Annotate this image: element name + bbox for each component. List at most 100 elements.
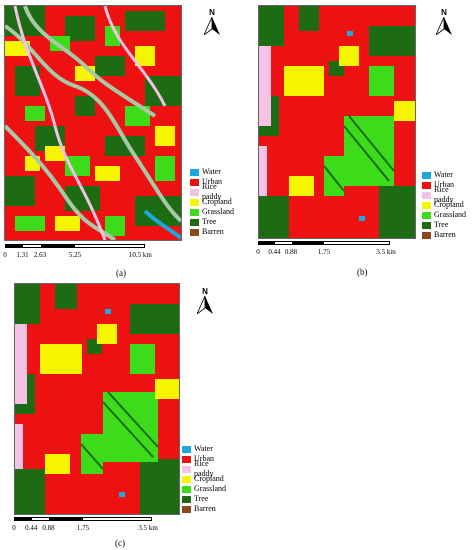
scale-bar-segment [49,518,83,520]
legend-label: Urban [194,454,214,463]
scale-bar-segment [324,242,389,244]
legend-a: Water Urban Rice paddy Cropland Grassland Tre… [190,167,234,237]
legend-swatch [422,221,431,229]
legend-item: Rice paddy [182,459,226,478]
legend-swatch [182,445,191,453]
scale-bar-frame [258,241,390,245]
scale-bar-a: 0 1.31 2.63 5.25 10.5 km [3,244,152,266]
scale-tick-label: 3.5 km [138,524,158,532]
legend-swatch [182,465,191,473]
scale-tick-label: 0.44 [268,248,281,256]
legend-item: Water [182,444,226,454]
land-cover-map-c-graphic [15,284,179,514]
legend-swatch [190,218,199,226]
legend-item: Grassland [182,484,226,494]
legend-item: Cropland [190,197,234,207]
scale-bar-segment [40,245,75,247]
legend-swatch [190,168,199,176]
legend-swatch [422,181,431,189]
legend-item: Tree [422,220,466,230]
scale-tick-label: 0 [12,524,16,532]
legend-item: Urban [182,454,226,464]
north-arrow-c: N [194,287,216,315]
legend-item: Urban [422,180,466,190]
scale-tick-label: 1.31 [16,251,29,259]
scale-bar-segment [6,245,24,247]
legend-label: Tree [434,220,449,229]
legend-item: Barren [182,504,226,514]
scale-bar-b: 0 0.44 0.88 1.75 3.5 km [256,241,396,263]
legend-label: Tree [202,217,217,226]
legend-swatch [422,231,431,239]
scale-tick-label: 0 [256,248,260,256]
scale-tick-label: 0 [3,251,7,259]
scale-bar-segment [291,242,324,244]
legend-item: Water [422,170,466,180]
scale-tick-label: 0.44 [25,524,38,532]
scale-tick-label: 1.75 [317,248,331,256]
north-arrow-letter: N [209,8,215,17]
scale-bar-c: 0 0.44 0.88 1.75 3.5 km [12,517,158,539]
land-cover-map-b [258,5,416,239]
legend-label: Water [434,170,453,179]
legend-swatch [422,191,431,199]
legend-item: Grassland [190,207,234,217]
legend-label: Barren [202,227,224,236]
legend-label: Grassland [434,210,466,219]
legend-swatch [190,178,199,186]
north-arrow-icon [436,17,452,35]
legend-item: Urban [190,177,234,187]
scale-tick-label: 0.88 [284,248,298,256]
scale-bar-segment [259,242,276,244]
north-arrow-icon [204,17,220,35]
legend-swatch [422,171,431,179]
legend-swatch [422,211,431,219]
caption-a: (a) [116,268,126,278]
legend-label: Barren [194,504,216,513]
legend-label: Urban [202,177,222,186]
legend-item: Barren [422,230,466,240]
land-cover-map-a-graphic [5,6,181,240]
legend-swatch [190,208,199,216]
legend-label: Water [194,444,213,453]
legend-label: Tree [194,494,209,503]
north-arrow-letter: N [202,287,208,296]
legend-swatch [182,455,191,463]
scale-bar-segment [75,245,144,247]
land-cover-map-a [4,5,182,241]
scale-tick-label: 2.63 [33,251,47,259]
legend-swatch [190,188,199,196]
legend-item: Rice paddy [422,185,466,204]
legend-swatch [182,495,191,503]
legend-label: Grassland [194,484,226,493]
legend-swatch [190,228,199,236]
legend-label: Cropland [434,200,464,209]
north-arrow-icon [197,296,213,314]
land-cover-map-b-graphic [259,6,415,238]
legend-label: Urban [434,180,454,189]
land-cover-map-c [14,283,180,515]
scale-tick-label: 0.88 [42,524,55,532]
legend-b: Water Urban Rice paddy Cropland Grassland Tre… [422,170,466,240]
legend-item: Cropland [182,474,226,484]
scale-bar-segment [275,242,292,244]
legend-item: Tree [182,494,226,504]
legend-item: Tree [190,217,234,227]
legend-swatch [182,505,191,513]
legend-label: Barren [434,230,456,239]
legend-label: Cropland [194,474,224,483]
legend-swatch [182,475,191,483]
legend-label: Cropland [202,197,232,206]
north-arrow-a: N [201,8,223,36]
legend-label: Grassland [202,207,234,216]
scale-bar-segment [83,518,151,520]
scale-bar-segment [23,245,41,247]
north-arrow-b: N [433,8,455,36]
scale-tick-label: 1.75 [76,524,90,532]
legend-item: Water [190,167,234,177]
caption-c: (c) [115,538,125,548]
caption-b: (b) [357,267,368,277]
legend-label: Water [202,167,221,176]
legend-item: Barren [190,227,234,237]
legend-swatch [182,485,191,493]
